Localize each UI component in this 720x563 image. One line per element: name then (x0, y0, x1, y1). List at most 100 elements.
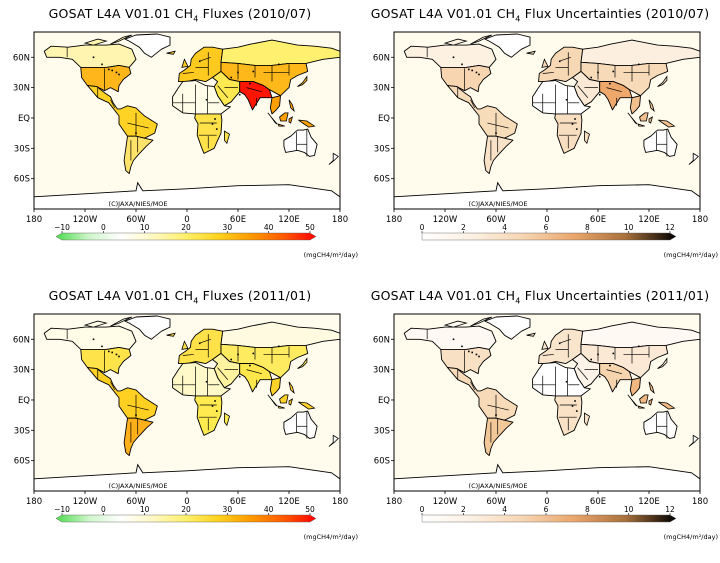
region-se-asia (629, 377, 641, 397)
region-middle-east (212, 70, 241, 107)
region-boundary (558, 56, 571, 62)
lake-marker (558, 342, 561, 345)
region-boundary (487, 122, 509, 129)
island (267, 112, 278, 125)
map-svg: 180 120W 60W 0 60E 120E 180 60N 30N EQ 30S 60S (C)JA… (13, 31, 358, 259)
lake-marker (565, 98, 568, 101)
y-tick-label: EQ (378, 396, 390, 406)
lake-marker (574, 400, 576, 402)
region-boundary (182, 72, 194, 74)
island (298, 119, 316, 128)
island (277, 123, 285, 127)
colorbar-tick-label: 6 (544, 223, 549, 232)
island (541, 340, 549, 350)
credit-label: (C)JAXA/NIES/MOE (109, 482, 168, 490)
x-tick-label: 60E (230, 497, 246, 507)
lake-marker (590, 358, 592, 361)
colorbar (421, 514, 677, 523)
island (648, 398, 654, 406)
lake-marker (135, 414, 137, 416)
map-title: GOSAT L4A V01.01 CH4 Fluxes (2011/01) (48, 288, 312, 306)
island (658, 119, 676, 128)
x-tick-label: 180 (26, 497, 42, 507)
map-svg: 180 120W 60W 0 60E 120E 180 60N 30N EQ 30S 60S (C)JA… (373, 313, 718, 541)
lake-marker (101, 63, 103, 66)
y-tick-label: 30N (13, 84, 30, 94)
region-greenland (124, 315, 171, 340)
lake-marker (198, 60, 201, 63)
lake-marker (115, 353, 118, 356)
x-tick-label: 120W (73, 497, 98, 507)
island (166, 50, 176, 55)
region-temperate-sa (483, 135, 514, 175)
region-tropical-sa (87, 85, 158, 139)
region-greenland (484, 33, 531, 58)
region-middle-east (212, 352, 241, 389)
x-tick-label: 0 (544, 497, 549, 507)
x-tick-label: 120E (638, 215, 660, 225)
region-tropical-sa (447, 367, 518, 421)
lake-marker (452, 338, 455, 341)
lake-marker (214, 118, 216, 120)
island (288, 381, 295, 395)
lake-marker (598, 93, 601, 96)
lake-marker (238, 93, 241, 96)
region-boundary (110, 99, 116, 109)
credit-label: (C)JAXA/NIES/MOE (469, 482, 528, 490)
x-tick-label: 180 (692, 215, 708, 225)
lake-marker (590, 76, 592, 79)
island (526, 332, 536, 337)
colorbar-tick-label: 8 (585, 223, 590, 232)
island (657, 357, 668, 369)
island (470, 316, 492, 327)
lake-marker (215, 410, 218, 412)
region-boundary (127, 404, 149, 411)
lake-marker (230, 76, 232, 79)
x-tick-label: 180 (692, 497, 708, 507)
region-southern-africa (554, 113, 583, 154)
island (627, 394, 638, 407)
colorbar-tick-label: 6 (544, 505, 549, 514)
lake-marker (597, 353, 599, 356)
region-boundary (217, 367, 229, 380)
y-tick-label: 60N (373, 335, 390, 345)
panel-unc-2011-01: GOSAT L4A V01.01 CH4 Flux Uncertainties … (360, 282, 720, 563)
island (288, 99, 295, 113)
region-southern-africa (194, 395, 223, 436)
region-boundary (542, 72, 554, 74)
lake-marker (475, 353, 478, 356)
x-tick-label: 60E (590, 497, 606, 507)
lake-marker (571, 405, 574, 407)
y-tick-label: 60N (373, 53, 390, 63)
map-title: GOSAT L4A V01.01 CH4 Flux Uncertainties … (370, 6, 710, 24)
x-tick-label: 0 (184, 497, 189, 507)
x-tick-label: 180 (386, 215, 402, 225)
colorbar (55, 514, 317, 523)
colorbar-tick-label: 10 (140, 223, 150, 232)
colorbar-tick-label: 20 (181, 223, 191, 232)
lake-marker (565, 380, 568, 383)
island (297, 75, 308, 87)
lake-marker (198, 342, 201, 345)
lake-marker (215, 128, 218, 130)
island (688, 434, 699, 447)
region-boundary (577, 367, 589, 380)
lake-marker (278, 345, 280, 348)
map-title: GOSAT L4A V01.01 CH4 Flux Uncertainties … (370, 288, 710, 306)
lake-marker (609, 364, 611, 367)
colorbar-tick-label: 0 (420, 505, 425, 514)
region-australia (643, 410, 678, 439)
lake-marker (478, 73, 480, 76)
region-greenland (124, 33, 171, 58)
island (83, 38, 108, 46)
island (688, 152, 699, 165)
x-tick-label: 120W (73, 215, 98, 225)
colorbar-tick-label: 2 (461, 505, 466, 514)
lake-marker (609, 82, 611, 85)
y-tick-label: 60S (14, 175, 30, 185)
island (181, 340, 189, 350)
y-tick-label: 30S (374, 144, 390, 154)
x-tick-label: 120E (278, 215, 300, 225)
y-tick-label: EQ (18, 396, 30, 406)
lake-marker (612, 352, 615, 355)
